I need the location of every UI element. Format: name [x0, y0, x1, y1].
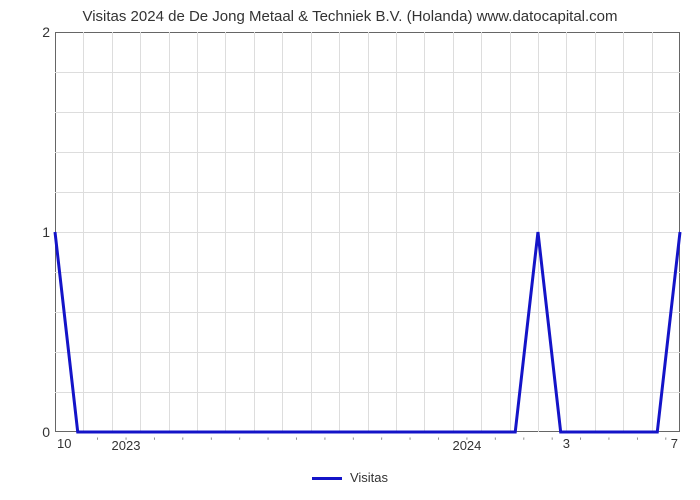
series-svg [0, 0, 700, 500]
series-line [55, 232, 680, 432]
chart-container: Visitas 2024 de De Jong Metaal & Technie… [0, 0, 700, 500]
